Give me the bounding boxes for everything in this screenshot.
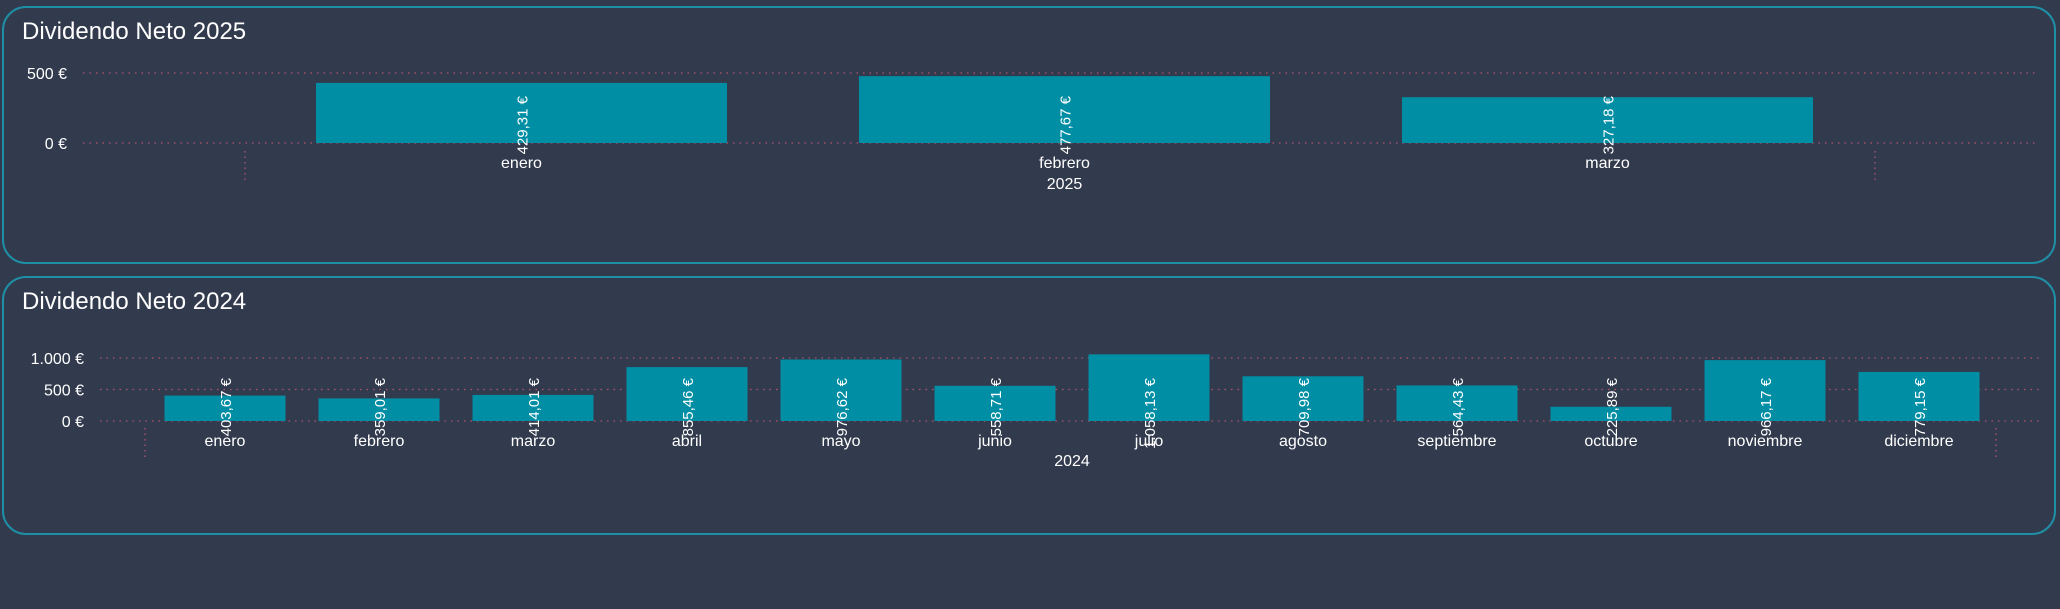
bar (1858, 371, 1980, 421)
bar (1242, 376, 1364, 421)
category-label: abril (672, 433, 702, 450)
category-label: junio (977, 433, 1012, 450)
bar (780, 359, 902, 421)
category-label: enero (501, 155, 542, 172)
chart-title: Dividendo Neto 2025 (22, 18, 247, 45)
chart-title: Dividendo Neto 2024 (22, 288, 247, 315)
bar (318, 398, 440, 421)
y-tick-label: 1.000 € (31, 351, 84, 368)
category-label: febrero (354, 433, 405, 450)
y-tick-label: 500 € (44, 383, 84, 400)
y-tick-label: 0 € (62, 414, 84, 431)
category-label: julio (1134, 433, 1164, 450)
data-label: 1.058,13 € (1142, 377, 1159, 449)
category-label: agosto (1279, 433, 1327, 450)
data-label: 403,67 € (218, 377, 235, 436)
data-label: 966,17 € (1758, 377, 1775, 436)
group-label: 2024 (1054, 453, 1090, 470)
bar (164, 395, 286, 421)
bar (1088, 354, 1210, 421)
y-tick-label: 0 € (45, 136, 67, 153)
category-label: marzo (1585, 155, 1630, 172)
category-label: enero (205, 433, 246, 450)
data-label: 359,01 € (372, 377, 389, 436)
category-label: septiembre (1417, 433, 1496, 450)
bar (1704, 360, 1826, 421)
bar (1396, 385, 1518, 421)
chart-panel-2025: Dividendo Neto 2025 0 € 500 € enero 429,31 … (2, 6, 2056, 264)
bar (316, 82, 727, 143)
chart-panel-2024: Dividendo Neto 2024 0 € 500 € 1.000 € enero… (2, 276, 2056, 535)
category-label: marzo (511, 433, 556, 450)
data-label: 564,43 € (1450, 377, 1467, 436)
data-label: 225,89 € (1604, 377, 1621, 436)
category-label: octubre (1584, 433, 1637, 450)
data-label: 976,62 € (834, 377, 851, 436)
data-label: 779,15 € (1912, 377, 1929, 436)
bar (626, 367, 748, 421)
bar (1402, 97, 1813, 143)
data-label: 327,18 € (1601, 95, 1618, 154)
data-label: 709,98 € (1296, 377, 1313, 436)
category-label: diciembre (1884, 433, 1953, 450)
category-label: mayo (821, 433, 860, 450)
bar (472, 394, 594, 421)
category-label: febrero (1039, 155, 1090, 172)
y-tick-label: 500 € (27, 66, 67, 83)
bar (859, 76, 1270, 143)
bar (1550, 406, 1672, 421)
data-label: 477,67 € (1058, 95, 1075, 154)
data-label: 414,01 € (526, 377, 543, 436)
category-label: noviembre (1728, 433, 1803, 450)
data-label: 855,46 € (680, 377, 697, 436)
group-label: 2025 (1047, 176, 1083, 193)
bar (934, 385, 1056, 421)
data-label: 558,71 € (988, 377, 1005, 436)
data-label: 429,31 € (515, 95, 532, 154)
